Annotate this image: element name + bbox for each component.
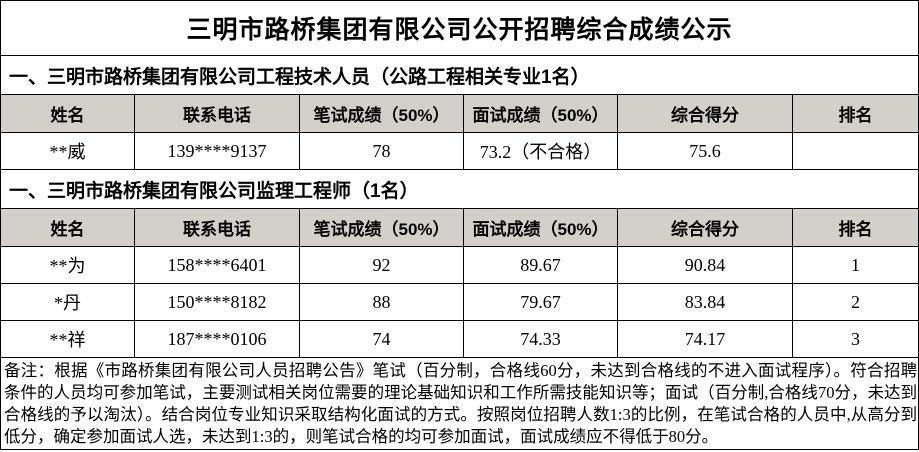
col-header-name: 姓名 [0, 94, 135, 133]
cell-overall-score: 75.6 [617, 132, 793, 170]
col-header-overall-score: 综合得分 [617, 94, 793, 133]
cell-name: *丹 [0, 283, 135, 321]
cell-phone: 150****8182 [134, 283, 300, 321]
cell-overall-score: 83.84 [617, 283, 793, 321]
col-header-rank: 排名 [791, 208, 919, 247]
cell-name: **威 [0, 132, 135, 170]
page-title: 三明市路桥集团有限公司公开招聘综合成绩公示 [0, 0, 919, 56]
table-row: **威 139****9137 78 73.2（不合格） 75.6 [0, 132, 919, 170]
cell-phone: 158****6401 [134, 246, 300, 284]
cell-written-score: 88 [299, 283, 464, 321]
section-1-header-row: 姓名 联系电话 笔试成绩（50%） 面试成绩（50%） 综合得分 排名 [0, 94, 919, 133]
cell-name: **为 [0, 246, 135, 284]
cell-overall-score: 90.84 [617, 246, 793, 284]
col-header-written-score: 笔试成绩（50%） [299, 208, 464, 247]
note-row: 备注：根据《市路桥集团有限公司人员招聘公告》笔试（百分制，合格线60分，未达到合… [0, 357, 919, 450]
cell-interview-score: 74.33 [463, 320, 618, 358]
cell-rank: 2 [791, 283, 919, 321]
table-row: **为 158****6401 92 89.67 90.84 1 [0, 246, 919, 284]
cell-rank: 1 [791, 246, 919, 284]
cell-interview-score: 73.2（不合格） [463, 132, 618, 170]
cell-phone: 187****0106 [134, 320, 300, 358]
col-header-interview-score: 面试成绩（50%） [463, 208, 618, 247]
title-row: 三明市路桥集团有限公司公开招聘综合成绩公示 [0, 0, 919, 56]
col-header-rank: 排名 [791, 94, 919, 133]
cell-interview-score: 89.67 [463, 246, 618, 284]
cell-written-score: 78 [299, 132, 464, 170]
cell-rank: 3 [791, 320, 919, 358]
table-row: **祥 187****0106 74 74.33 74.17 3 [0, 320, 919, 358]
section-2-header-row: 姓名 联系电话 笔试成绩（50%） 面试成绩（50%） 综合得分 排名 [0, 208, 919, 247]
section-1-heading-row: 一、三明市路桥集团有限公司工程技术人员（公路工程相关专业1名） [0, 55, 919, 95]
table-row: *丹 150****8182 88 79.67 83.84 2 [0, 283, 919, 321]
cell-written-score: 74 [299, 320, 464, 358]
col-header-phone: 联系电话 [134, 94, 300, 133]
col-header-interview-score: 面试成绩（50%） [463, 94, 618, 133]
col-header-overall-score: 综合得分 [617, 208, 793, 247]
section-2-heading-row: 一、三明市路桥集团有限公司监理工程师（1名） [0, 169, 919, 209]
cell-rank [791, 132, 919, 170]
col-header-phone: 联系电话 [134, 208, 300, 247]
note-text: 备注：根据《市路桥集团有限公司人员招聘公告》笔试（百分制，合格线60分，未达到合… [0, 357, 919, 450]
section-1-heading: 一、三明市路桥集团有限公司工程技术人员（公路工程相关专业1名） [0, 55, 919, 95]
col-header-name: 姓名 [0, 208, 135, 247]
cell-interview-score: 79.67 [463, 283, 618, 321]
section-2-heading: 一、三明市路桥集团有限公司监理工程师（1名） [0, 169, 919, 209]
col-header-written-score: 笔试成绩（50%） [299, 94, 464, 133]
cell-overall-score: 74.17 [617, 320, 793, 358]
cell-name: **祥 [0, 320, 135, 358]
cell-written-score: 92 [299, 246, 464, 284]
cell-phone: 139****9137 [134, 132, 300, 170]
